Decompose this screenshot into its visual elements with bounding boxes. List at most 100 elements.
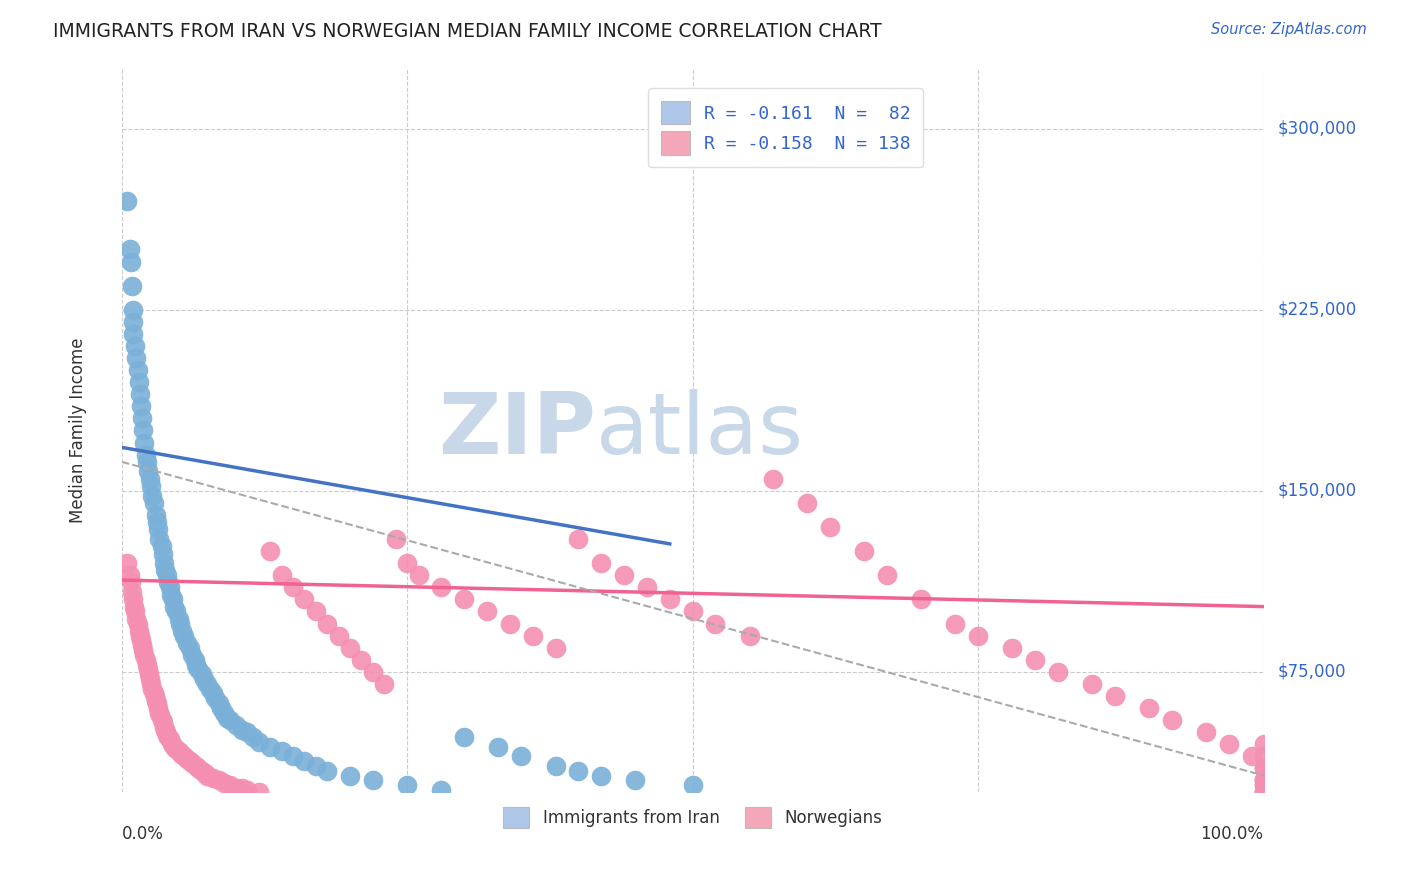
Point — [159, 732, 181, 747]
Point — [166, 742, 188, 756]
Point — [231, 780, 253, 795]
Point — [1046, 665, 1069, 679]
Point — [122, 326, 145, 341]
Point — [129, 629, 152, 643]
Point — [1253, 778, 1275, 792]
Point — [1253, 792, 1275, 806]
Point — [146, 515, 169, 529]
Point — [1253, 761, 1275, 775]
Point — [187, 761, 209, 775]
Point — [1253, 761, 1275, 775]
Point — [430, 783, 453, 797]
Point — [219, 778, 242, 792]
Point — [818, 520, 841, 534]
Point — [1241, 749, 1264, 764]
Point — [118, 243, 141, 257]
Point — [131, 411, 153, 425]
Point — [136, 465, 159, 479]
Point — [163, 739, 186, 754]
Point — [124, 604, 146, 618]
Point — [209, 701, 232, 715]
Point — [1253, 785, 1275, 799]
Point — [361, 773, 384, 788]
Point — [181, 648, 204, 662]
Point — [170, 747, 193, 761]
Point — [350, 653, 373, 667]
Point — [146, 696, 169, 710]
Point — [159, 588, 181, 602]
Point — [292, 754, 315, 768]
Point — [128, 375, 150, 389]
Point — [1253, 737, 1275, 751]
Point — [117, 194, 139, 209]
Point — [208, 696, 231, 710]
Point — [219, 713, 242, 727]
Text: IMMIGRANTS FROM IRAN VS NORWEGIAN MEDIAN FAMILY INCOME CORRELATION CHART: IMMIGRANTS FROM IRAN VS NORWEGIAN MEDIAN… — [53, 22, 882, 41]
Point — [141, 681, 163, 696]
Point — [544, 759, 567, 773]
Point — [121, 278, 143, 293]
Point — [145, 508, 167, 522]
Point — [148, 706, 170, 720]
Point — [145, 694, 167, 708]
Point — [247, 785, 270, 799]
Point — [172, 624, 194, 638]
Text: atlas: atlas — [596, 389, 803, 472]
Point — [316, 616, 339, 631]
Point — [173, 749, 195, 764]
Point — [1253, 797, 1275, 812]
Point — [127, 616, 149, 631]
Point — [128, 624, 150, 638]
Point — [187, 662, 209, 676]
Text: $225,000: $225,000 — [1277, 301, 1357, 318]
Point — [132, 424, 155, 438]
Point — [544, 640, 567, 655]
Point — [153, 556, 176, 570]
Point — [522, 629, 544, 643]
Point — [124, 339, 146, 353]
Point — [153, 723, 176, 737]
Point — [143, 689, 166, 703]
Text: 0.0%: 0.0% — [122, 825, 163, 843]
Point — [1253, 792, 1275, 806]
Point — [591, 768, 613, 782]
Point — [208, 773, 231, 788]
Point — [453, 592, 475, 607]
Point — [153, 720, 176, 734]
Point — [658, 592, 681, 607]
Point — [153, 563, 176, 577]
Point — [242, 730, 264, 744]
Point — [156, 568, 179, 582]
Point — [738, 629, 761, 643]
Point — [682, 778, 704, 792]
Point — [316, 764, 339, 778]
Point — [1253, 797, 1275, 812]
Point — [193, 672, 215, 686]
Point — [179, 640, 201, 655]
Point — [1137, 701, 1160, 715]
Text: 100.0%: 100.0% — [1201, 825, 1264, 843]
Point — [135, 657, 157, 672]
Point — [1253, 778, 1275, 792]
Point — [704, 616, 727, 631]
Point — [181, 756, 204, 771]
Point — [136, 662, 159, 676]
Point — [1218, 737, 1240, 751]
Point — [129, 633, 152, 648]
Point — [591, 556, 613, 570]
Legend: Immigrants from Iran, Norwegians: Immigrants from Iran, Norwegians — [496, 800, 889, 835]
Point — [173, 629, 195, 643]
Point — [141, 479, 163, 493]
Point — [384, 532, 406, 546]
Point — [135, 448, 157, 462]
Point — [139, 472, 162, 486]
Point — [120, 575, 142, 590]
Point — [125, 351, 148, 365]
Point — [214, 706, 236, 720]
Point — [1253, 773, 1275, 788]
Point — [1253, 792, 1275, 806]
Point — [150, 539, 173, 553]
Point — [1253, 792, 1275, 806]
Point — [166, 604, 188, 618]
Point — [430, 580, 453, 594]
